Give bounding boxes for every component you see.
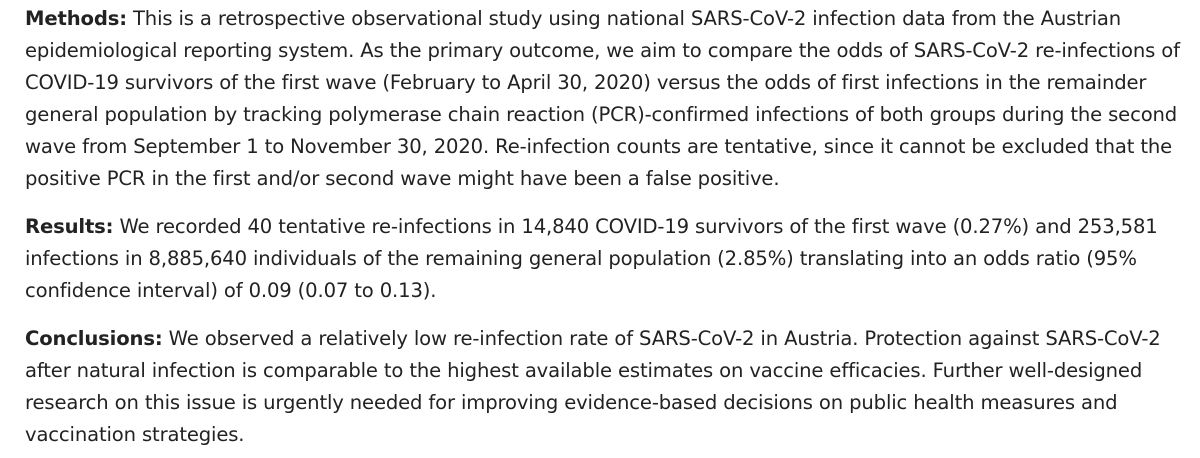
abstract: Methods: This is a retrospective observa… [25, 3, 1200, 451]
methods-section: Methods: This is a retrospective observa… [25, 3, 1195, 195]
conclusions-text: We observed a relatively low re-infectio… [25, 327, 1161, 446]
methods-label: Methods: [25, 7, 127, 30]
results-label: Results: [25, 215, 114, 238]
conclusions-label: Conclusions: [25, 327, 163, 350]
conclusions-section: Conclusions: We observed a relatively lo… [25, 323, 1195, 451]
results-section: Results: We recorded 40 tentative re-inf… [25, 211, 1195, 307]
methods-text: This is a retrospective observational st… [25, 7, 1180, 190]
results-text: We recorded 40 tentative re-infections i… [25, 215, 1158, 302]
